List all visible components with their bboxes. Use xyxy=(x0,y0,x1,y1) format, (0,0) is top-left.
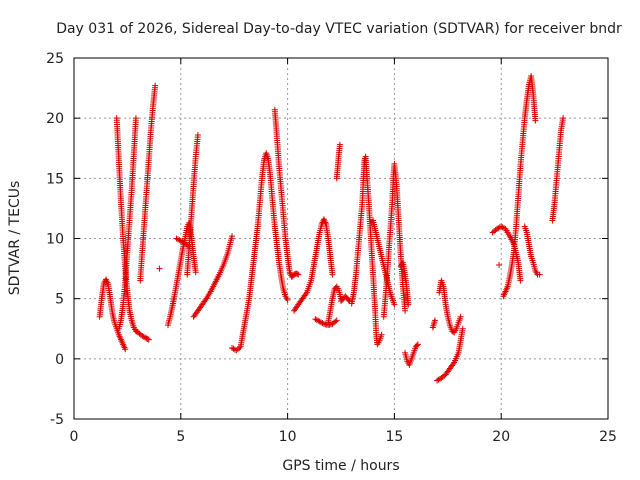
y-tick-label: 0 xyxy=(55,352,64,368)
data-point xyxy=(431,317,438,324)
chart-title: Day 031 of 2026, Sidereal Day-to-day VTE… xyxy=(56,21,622,37)
data-point xyxy=(378,331,385,338)
x-tick-label: 0 xyxy=(70,429,79,445)
data-point xyxy=(295,271,302,278)
data-point xyxy=(496,261,503,268)
data-point xyxy=(560,115,567,122)
data-points xyxy=(96,73,567,384)
data-point xyxy=(402,307,409,314)
data-point xyxy=(536,271,543,278)
y-tick-label: -5 xyxy=(50,412,64,428)
data-point xyxy=(329,271,336,278)
y-axis-label: SDTVAR / TECUs xyxy=(7,181,23,296)
y-tick-label: 15 xyxy=(46,171,64,187)
data-point xyxy=(459,325,466,332)
data-point xyxy=(457,313,464,320)
grid-layer xyxy=(74,58,608,419)
data-point xyxy=(332,318,339,325)
data-point xyxy=(284,296,291,303)
data-point xyxy=(122,346,129,353)
x-tick-label: 20 xyxy=(492,429,510,445)
data-point xyxy=(145,336,152,343)
data-point xyxy=(333,317,340,324)
data-point xyxy=(156,265,163,272)
ticks-layer: 0 5 10 15 20 25 -5 0 5 10 15 20 25 xyxy=(46,51,617,445)
data-point xyxy=(194,132,201,139)
data-point xyxy=(192,269,199,276)
y-tick-label: 20 xyxy=(46,111,64,127)
data-point xyxy=(132,115,139,122)
data-point xyxy=(532,117,539,124)
data-point xyxy=(319,320,326,327)
data-point xyxy=(391,301,398,308)
data-point xyxy=(517,277,524,284)
data-point xyxy=(413,342,420,349)
x-axis-label: GPS time / hours xyxy=(282,458,399,474)
data-point xyxy=(405,301,412,308)
x-tick-label: 5 xyxy=(176,429,185,445)
data-point xyxy=(414,341,421,348)
y-tick-label: 25 xyxy=(46,51,64,67)
y-tick-label: 5 xyxy=(55,292,64,308)
data-point xyxy=(144,335,151,342)
x-tick-label: 25 xyxy=(599,429,617,445)
data-point xyxy=(294,270,301,277)
data-point xyxy=(152,82,159,89)
data-point xyxy=(336,141,343,148)
y-tick-label: 10 xyxy=(46,232,64,248)
plot-frame xyxy=(73,57,609,420)
x-tick-label: 10 xyxy=(279,429,297,445)
x-tick-label: 15 xyxy=(385,429,403,445)
data-point xyxy=(229,233,236,240)
data-point xyxy=(184,242,191,249)
data-point xyxy=(236,345,243,352)
